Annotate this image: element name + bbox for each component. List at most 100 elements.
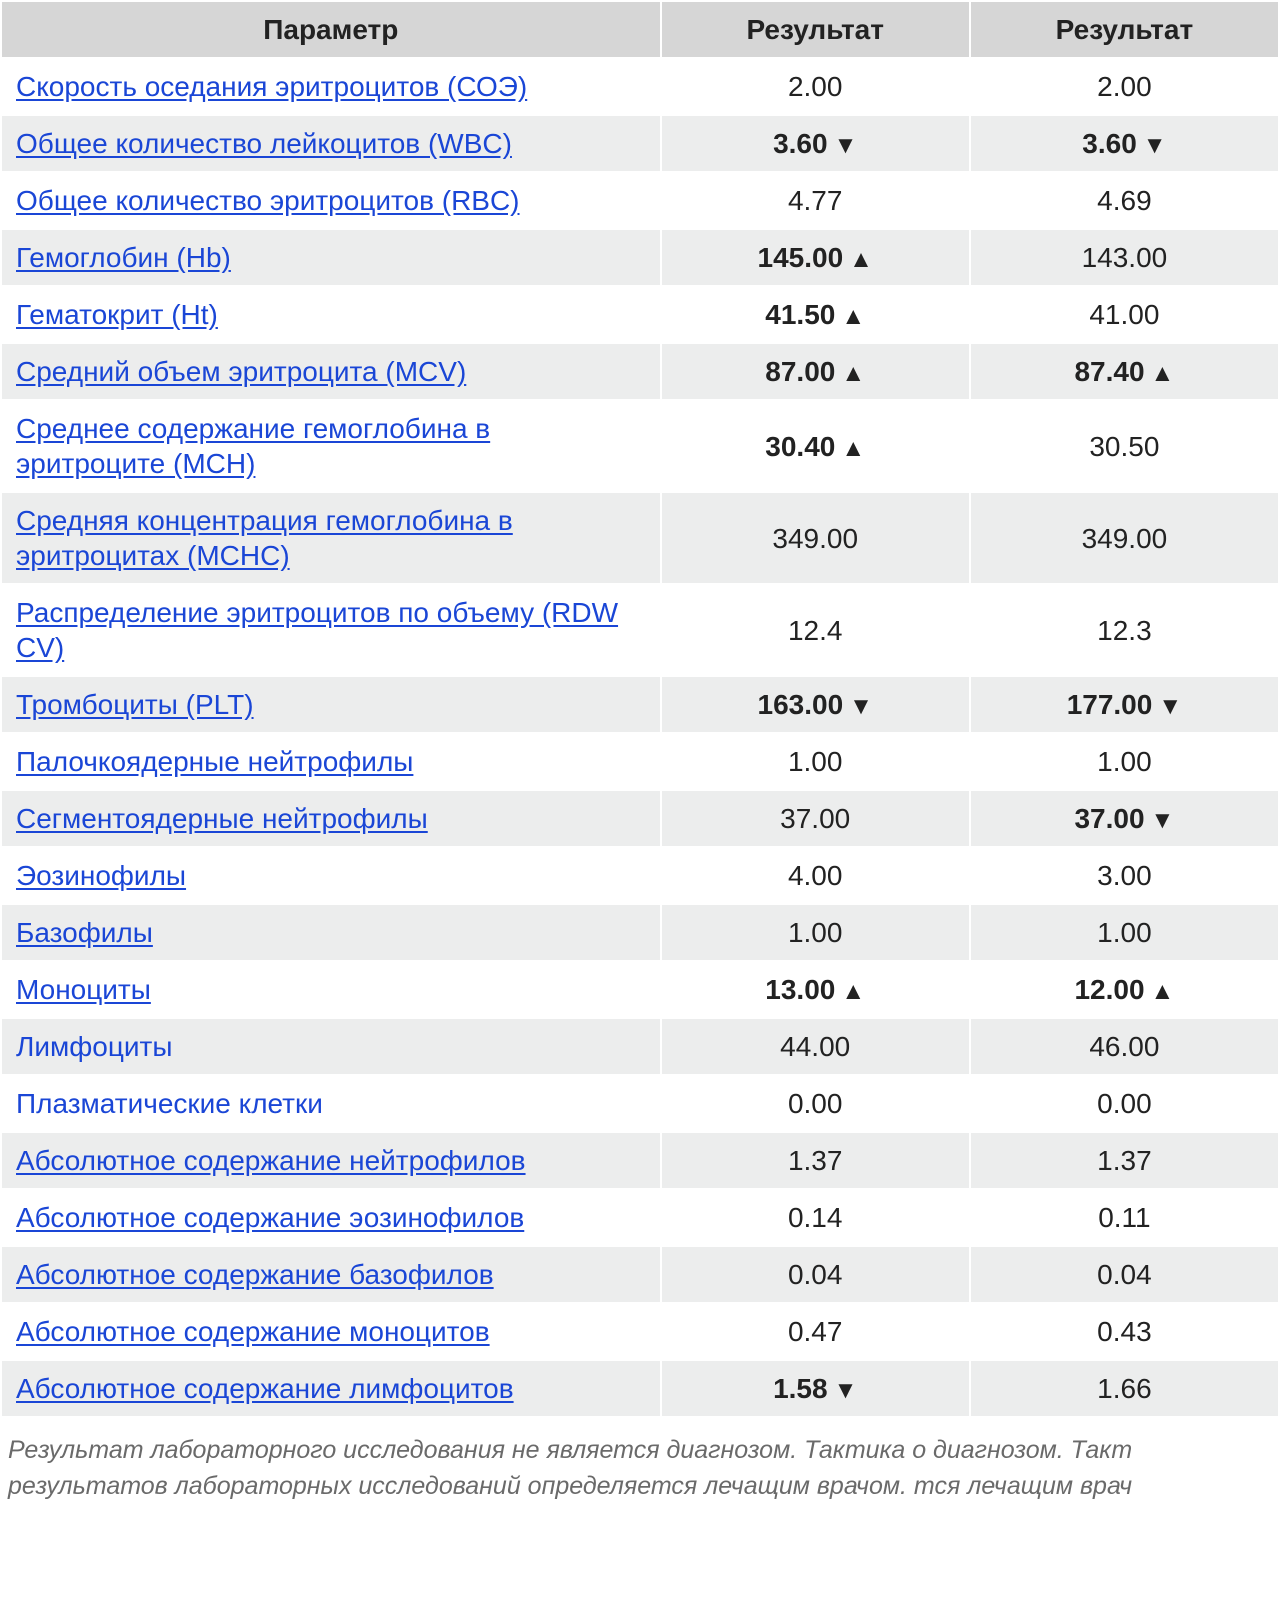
result-value-1: 4.77 — [661, 172, 970, 229]
result-number: 46.00 — [1089, 1031, 1159, 1062]
parameter-link[interactable]: Средняя концентрация гемоглобина в эритр… — [1, 492, 661, 584]
result-value-1: 41.50▲ — [661, 286, 970, 343]
result-number: 2.00 — [788, 71, 843, 102]
result-number: 12.4 — [788, 615, 843, 646]
table-row: Абсолютное содержание базофилов 0.04 0.04 — [1, 1246, 1279, 1303]
result-value-1: 87.00▲ — [661, 343, 970, 400]
result-value-2: 0.00 — [970, 1075, 1279, 1132]
parameter-link[interactable]: Распределение эритроцитов по объему (RDW… — [1, 584, 661, 676]
parameter-link[interactable]: Палочкоядерные нейтрофилы — [1, 733, 661, 790]
parameter-link[interactable]: Средний объем эритроцита (MCV) — [1, 343, 661, 400]
arrow-up-icon: ▲ — [849, 245, 873, 275]
parameter-link[interactable]: Гематокрит (Ht) — [1, 286, 661, 343]
result-value-1: 37.00 — [661, 790, 970, 847]
arrow-up-icon: ▲ — [1151, 977, 1175, 1007]
result-number: 12.3 — [1097, 615, 1152, 646]
result-value-1: 12.4 — [661, 584, 970, 676]
result-number: 30.40 — [765, 431, 835, 462]
parameter-link[interactable]: Общее количество лейкоцитов (WBC) — [1, 115, 661, 172]
result-number: 0.04 — [1097, 1259, 1152, 1290]
table-row: Моноциты 13.00 ▲12.00▲ — [1, 961, 1279, 1018]
result-number: 1.00 — [788, 917, 843, 948]
result-number: 0.47 — [788, 1316, 843, 1347]
result-value-2: 0.04 — [970, 1246, 1279, 1303]
result-value-1: 163.00▼ — [661, 676, 970, 733]
table-row: Сегментоядерные нейтрофилы37.0037.00▼ — [1, 790, 1279, 847]
result-number: 30.50 — [1089, 431, 1159, 462]
parameter-link[interactable]: Эозинофилы — [1, 847, 661, 904]
result-value-2: 1.66 — [970, 1360, 1279, 1417]
result-number: 0.04 — [788, 1259, 843, 1290]
result-number: 1.00 — [788, 746, 843, 777]
result-value-2: 3.00 — [970, 847, 1279, 904]
result-number: 143.00 — [1082, 242, 1168, 273]
parameter-link[interactable]: Среднее содержание гемоглобина в эритроц… — [1, 400, 661, 492]
result-value-1: 2.00 — [661, 58, 970, 115]
parameter-link[interactable]: Сегментоядерные нейтрофилы — [1, 790, 661, 847]
parameter-link[interactable]: Абсолютное содержание лимфоцитов — [1, 1360, 661, 1417]
parameter-link[interactable]: Общее количество эритроцитов (RBC) — [1, 172, 661, 229]
parameter-link[interactable]: Базофилы — [1, 904, 661, 961]
parameter-link[interactable]: Абсолютное содержание моноцитов — [1, 1303, 661, 1360]
result-value-2: 12.00▲ — [970, 961, 1279, 1018]
parameter-link[interactable]: Тромбоциты (PLT) — [1, 676, 661, 733]
table-row: Средний объем эритроцита (MCV)87.00▲87.4… — [1, 343, 1279, 400]
parameter-link[interactable]: Моноциты — [1, 961, 661, 1018]
result-number: 349.00 — [1082, 523, 1168, 554]
table-row: Плазматические клетки 0.00 0.00 — [1, 1075, 1279, 1132]
parameter-link: Лимфоциты — [1, 1018, 661, 1075]
table-row: Распределение эритроцитов по объему (RDW… — [1, 584, 1279, 676]
result-value-1: 349.00 — [661, 492, 970, 584]
result-number: 0.00 — [788, 1088, 843, 1119]
table-row: Базофилы1.001.00 — [1, 904, 1279, 961]
table-row: Абсолютное содержание лимфоцитов1.58▼1.6… — [1, 1360, 1279, 1417]
arrow-up-icon: ▲ — [841, 359, 865, 389]
result-number: 4.00 — [788, 860, 843, 891]
parameter-link[interactable]: Скорость оседания эритроцитов (СОЭ) — [1, 58, 661, 115]
result-number: 87.00 — [765, 356, 835, 387]
result-number: 177.00 — [1067, 689, 1153, 720]
result-number: 1.66 — [1097, 1373, 1152, 1404]
results-table: Параметр Результат Результат Скорость ос… — [0, 0, 1280, 1418]
result-number: 0.14 — [788, 1202, 843, 1233]
result-number: 3.60 — [773, 128, 828, 159]
result-value-1: 1.58▼ — [661, 1360, 970, 1417]
result-number: 37.00 — [1074, 803, 1144, 834]
result-number: 44.00 — [780, 1031, 850, 1062]
result-number: 1.37 — [1097, 1145, 1152, 1176]
table-row: Общее количество лейкоцитов (WBC)3.60▼3.… — [1, 115, 1279, 172]
table-row: Палочкоядерные нейтрофилы1.001.00 — [1, 733, 1279, 790]
result-value-1: 0.47 — [661, 1303, 970, 1360]
result-value-1: 4.00 — [661, 847, 970, 904]
result-number: 37.00 — [780, 803, 850, 834]
table-row: Скорость оседания эритроцитов (СОЭ)2.002… — [1, 58, 1279, 115]
result-number: 0.00 — [1097, 1088, 1152, 1119]
result-value-2: 0.43 — [970, 1303, 1279, 1360]
result-value-2: 30.50 — [970, 400, 1279, 492]
table-row: Гематокрит (Ht)41.50▲ 41.00 — [1, 286, 1279, 343]
result-value-2: 3.60▼ — [970, 115, 1279, 172]
result-number: 41.00 — [1089, 299, 1159, 330]
parameter-link[interactable]: Абсолютное содержание нейтрофилов — [1, 1132, 661, 1189]
result-value-2: 1.37 — [970, 1132, 1279, 1189]
result-number: 3.60 — [1082, 128, 1137, 159]
result-number: 1.37 — [788, 1145, 843, 1176]
result-number: 0.43 — [1097, 1316, 1152, 1347]
col-header-param: Параметр — [1, 1, 661, 58]
result-number: 349.00 — [772, 523, 858, 554]
arrow-up-icon: ▲ — [841, 434, 865, 464]
result-value-1: 1.00 — [661, 733, 970, 790]
result-value-2: 177.00▼ — [970, 676, 1279, 733]
result-value-2: 4.69 — [970, 172, 1279, 229]
parameter-link[interactable]: Гемоглобин (Hb) — [1, 229, 661, 286]
result-number: 1.58 — [773, 1373, 828, 1404]
table-row: Абсолютное содержание эозинофилов0.140.1… — [1, 1189, 1279, 1246]
arrow-down-icon: ▼ — [1158, 692, 1182, 722]
result-number: 13.00 — [765, 974, 835, 1005]
parameter-link[interactable]: Абсолютное содержание эозинофилов — [1, 1189, 661, 1246]
arrow-down-icon: ▼ — [834, 1376, 858, 1406]
parameter-link[interactable]: Абсолютное содержание базофилов — [1, 1246, 661, 1303]
parameter-link: Плазматические клетки — [1, 1075, 661, 1132]
result-number: 12.00 — [1074, 974, 1144, 1005]
result-value-2: 349.00 — [970, 492, 1279, 584]
